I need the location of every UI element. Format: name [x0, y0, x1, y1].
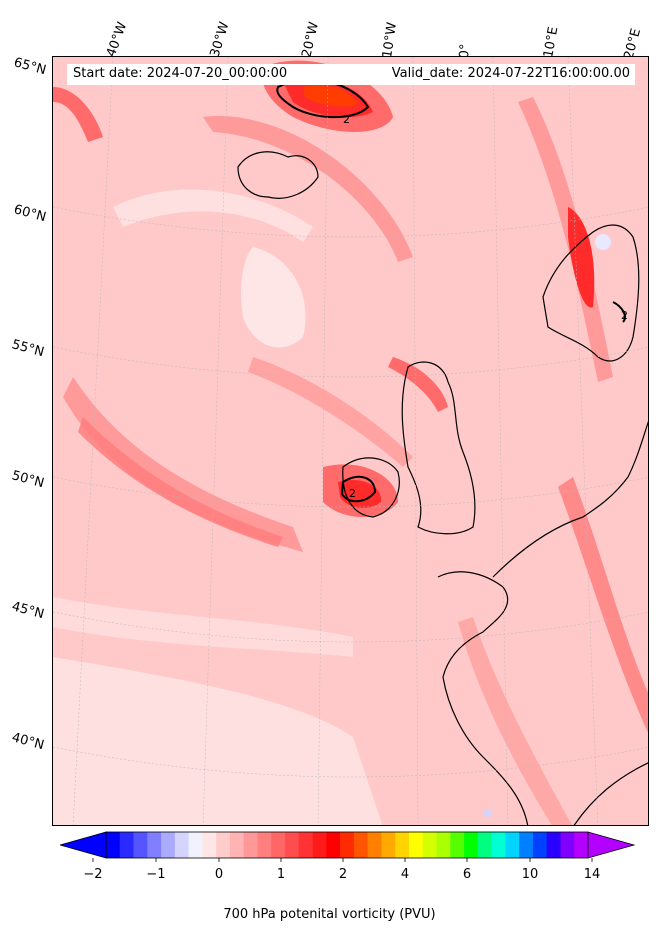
colorbar-cell — [312, 832, 327, 858]
colorbar-extend-min — [60, 831, 107, 859]
coast-france-iberia — [437, 571, 529, 825]
lat-label-50n: 50°N — [10, 468, 46, 492]
colorbar-extend-max — [587, 831, 636, 859]
colorbar-cell — [519, 832, 534, 858]
colorbar-cell — [243, 832, 258, 858]
colorbar-tick-label: 6 — [463, 867, 471, 882]
colorbar-tick-label: 4 — [401, 867, 409, 882]
colorbar-title: 700 hPa potenital vorticity (PVU) — [223, 907, 436, 922]
colorbar-cell — [133, 832, 148, 858]
colorbar-cell — [491, 832, 506, 858]
colorbar-cell — [298, 832, 313, 858]
contour-label-norway: 2 — [621, 309, 628, 322]
date-banner — [67, 64, 635, 85]
field-negative-spot — [595, 234, 611, 250]
colorbar-cell — [395, 832, 410, 858]
colorbar-cell — [464, 832, 479, 858]
contour-label-north: 2 — [343, 113, 350, 126]
colorbar-cell — [532, 832, 547, 858]
contour-ireland — [340, 475, 377, 503]
lon-label-30w: 30°W — [207, 20, 233, 59]
colorbar-cell — [381, 832, 396, 858]
field-arc-medium-central — [248, 357, 413, 467]
colorbar-cell — [353, 832, 368, 858]
colorbar-tick-label: 0 — [215, 867, 223, 882]
field-band-pale-iceland — [241, 247, 306, 348]
lon-label-40w: 40°W — [103, 20, 131, 59]
lat-label-65n: 65°N — [12, 55, 48, 79]
colorbar-cell — [147, 832, 162, 858]
colorbar-cell — [216, 832, 231, 858]
colorbar-tick-label: −1 — [146, 867, 165, 882]
lon-label-10e: 10°E — [541, 25, 562, 60]
colorbar-cell — [505, 832, 520, 858]
colorbar-cell — [174, 832, 189, 858]
field-arc-medium-far-east — [558, 477, 648, 733]
lat-label-40n: 40°N — [10, 730, 46, 754]
field-arc-medium-iberia — [458, 617, 572, 825]
map-panel[interactable]: 2 2 2 — [52, 56, 649, 826]
colorbar-cell — [119, 832, 134, 858]
colorbar-tick-label: 14 — [584, 867, 601, 882]
colorbar-cell — [161, 832, 176, 858]
colorbar-cell — [408, 832, 424, 858]
graticule — [53, 57, 648, 825]
colorbar-tick-label: 2 — [339, 867, 347, 882]
colorbar-cell — [271, 832, 286, 858]
colorbar-cell — [367, 832, 382, 858]
field-band-pale-swirl — [113, 189, 313, 242]
field-arc-medium-north — [203, 116, 413, 262]
colorbar-cell — [422, 832, 437, 858]
field-arc-medium-east — [518, 97, 613, 382]
colorbar: −2 −1 0 1 2 4 6 10 14 — [60, 831, 636, 882]
colorbar-cell — [477, 832, 492, 858]
coast-iceland — [237, 151, 319, 199]
coast-continent — [492, 421, 648, 578]
lon-label-20w: 20°W — [299, 20, 323, 59]
field-arc-medium-west-2 — [78, 417, 283, 547]
colorbar-tick-label: 10 — [522, 867, 539, 882]
colorbar-cell — [436, 832, 451, 858]
colorbar-cell — [257, 832, 272, 858]
colorbar-cell — [340, 832, 355, 858]
lat-label-45n: 45°N — [10, 599, 46, 623]
lon-label-10w: 10°W — [380, 21, 400, 59]
field-negative-spot-2 — [484, 809, 492, 817]
colorbar-cells — [105, 831, 589, 859]
field-patch-peak-north — [303, 85, 358, 107]
colorbar-cell — [326, 832, 341, 858]
coast-great-britain — [401, 361, 476, 535]
field-patch-strong-northwest — [53, 87, 103, 142]
coast-africa — [573, 762, 648, 825]
colorbar-cell — [285, 832, 300, 858]
field-band-pale-south — [53, 657, 383, 825]
colorbar-cell — [574, 832, 589, 858]
colorbar-cell — [560, 832, 575, 858]
start-date-label: Start date: 2024-07-20_00:00:00 — [73, 66, 288, 81]
colorbar-cell — [202, 832, 217, 858]
valid-date-label: Valid_date: 2024-07-22T16:00:00.00 — [391, 66, 630, 81]
potential-vorticity-map: 2 2 2 — [53, 57, 648, 825]
field-arc-medium-west — [63, 377, 303, 552]
colorbar-tick-label: 1 — [277, 867, 285, 882]
coast-ireland — [342, 457, 400, 518]
colorbar-cell — [106, 832, 121, 858]
field-patch-strong-channel — [388, 357, 448, 412]
contour-norway — [612, 301, 626, 323]
lat-label-55n: 55°N — [10, 337, 46, 361]
colorbar-cell — [229, 832, 245, 858]
field-patch-strong-norway — [568, 207, 595, 308]
colorbar-ticks: −2 −1 0 1 2 4 6 10 14 — [83, 858, 600, 882]
coast-scandinavia — [542, 224, 640, 362]
contour-label-ireland: 2 — [349, 487, 356, 500]
colorbar-cell — [188, 832, 203, 858]
colorbar-tick-label: −2 — [83, 867, 102, 882]
colorbar-cell — [450, 832, 465, 858]
coastlines — [237, 151, 648, 825]
colorbar-cell — [546, 832, 561, 858]
field-band-pale-central — [53, 597, 353, 657]
lat-label-60n: 60°N — [12, 202, 48, 226]
